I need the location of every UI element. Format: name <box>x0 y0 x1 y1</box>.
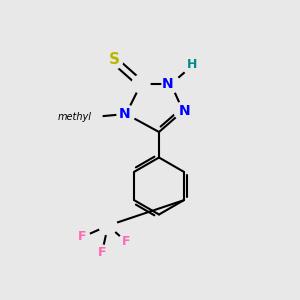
Text: F: F <box>98 246 106 259</box>
Text: methyl: methyl <box>58 112 92 122</box>
Circle shape <box>174 102 192 120</box>
Circle shape <box>183 57 201 75</box>
Text: N: N <box>119 107 130 121</box>
Circle shape <box>117 105 135 123</box>
Circle shape <box>94 245 110 260</box>
Text: H: H <box>187 58 197 71</box>
Text: N: N <box>162 77 174 91</box>
Text: S: S <box>109 52 119 68</box>
Circle shape <box>99 217 117 235</box>
Circle shape <box>105 51 123 69</box>
Circle shape <box>162 75 180 93</box>
Text: N: N <box>179 104 190 118</box>
Circle shape <box>118 234 134 249</box>
Text: F: F <box>122 235 130 248</box>
Text: F: F <box>78 230 87 244</box>
Circle shape <box>132 75 150 93</box>
Circle shape <box>75 230 90 244</box>
Circle shape <box>84 108 102 126</box>
